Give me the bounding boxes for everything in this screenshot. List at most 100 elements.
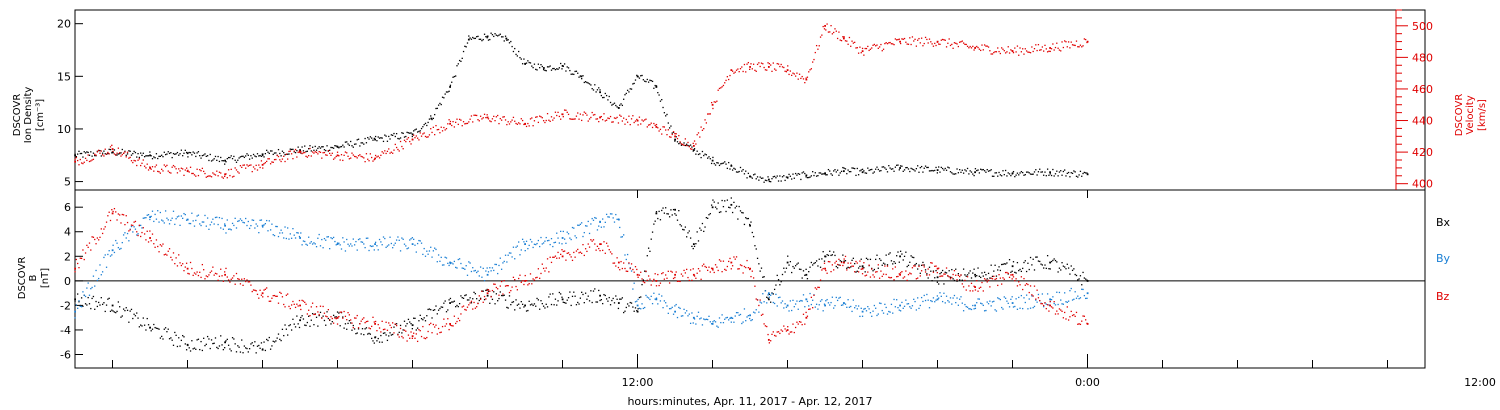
bx-sample [478, 299, 480, 302]
by-sample [466, 274, 469, 276]
by-sample [686, 310, 688, 312]
density-sample [957, 172, 960, 174]
bz-sample [416, 340, 419, 343]
velocity-sample [842, 36, 844, 38]
velocity-point [149, 167, 151, 169]
by-sample [532, 246, 534, 249]
bx-sample [641, 283, 643, 286]
bz-sample [696, 272, 698, 274]
bz-sample [1073, 314, 1075, 316]
bz-sample [813, 294, 815, 296]
bx-sample [163, 328, 165, 330]
bx-sample [770, 301, 772, 303]
velocity-sample [844, 40, 847, 42]
by-sample [620, 236, 622, 238]
by-sample [972, 304, 974, 307]
bx-sample [658, 210, 660, 213]
bx-sample [277, 333, 280, 335]
by-sample [464, 268, 466, 270]
bottom-panel-frame [74, 189, 1426, 369]
by-sample [134, 228, 137, 230]
bx-sample [1056, 261, 1058, 263]
density-sample [928, 170, 931, 172]
density-sample [970, 171, 973, 173]
by-sample [281, 232, 284, 234]
bz-sample [717, 269, 719, 272]
density-tick-label: 15 [57, 70, 71, 83]
velocity-sample [978, 48, 981, 50]
bz-sample [833, 269, 835, 271]
bz-sample [187, 272, 189, 275]
bz-sample [174, 262, 176, 265]
by-sample [234, 217, 236, 220]
legend-bx: Bx [1436, 216, 1451, 229]
velocity-sample [947, 42, 949, 44]
density-sample [231, 157, 234, 160]
bz-sample [77, 262, 79, 265]
by-sample [692, 322, 694, 324]
bx-sample [797, 262, 799, 264]
bx-sample [864, 271, 866, 273]
bz-sample [225, 267, 227, 270]
bx-sample [101, 303, 104, 306]
velocity-sample [122, 152, 125, 154]
by-sample [143, 217, 146, 219]
velocity-sample [1056, 42, 1058, 44]
bx-sample [699, 227, 701, 229]
bx-sample [234, 343, 236, 345]
velocity-sample [814, 51, 816, 54]
density-sample [180, 149, 183, 151]
density-sample [128, 150, 130, 152]
velocity-sample [539, 115, 541, 117]
bx-sample [857, 267, 860, 269]
bx-sample [516, 304, 519, 306]
by-sample [528, 244, 530, 247]
bz-sample [844, 255, 847, 258]
density-sample [552, 67, 554, 70]
bx-sample [1074, 273, 1076, 276]
by-sample [154, 213, 156, 216]
bz-sample [1014, 280, 1016, 282]
density-sample [767, 176, 769, 178]
velocity-sample [565, 109, 567, 111]
bz-sample [689, 269, 692, 271]
by-sample [185, 219, 188, 221]
bx-sample [473, 291, 475, 293]
bz-sample [116, 219, 118, 221]
by-sample [801, 300, 803, 302]
density-sample [158, 155, 160, 158]
bz-sample [389, 324, 391, 326]
velocity-sample [567, 113, 570, 116]
bx-sample [949, 276, 952, 278]
by-sample [524, 249, 526, 252]
by-sample [537, 239, 540, 242]
bx-sample [815, 260, 818, 262]
bx-sample [315, 316, 318, 318]
velocity-sample [976, 45, 978, 48]
b-tick-label: 4 [64, 226, 71, 239]
by-sample [714, 321, 717, 323]
bz-sample [435, 324, 437, 326]
bz-sample [75, 258, 78, 261]
by-sample [468, 261, 470, 263]
velocity-sample [256, 169, 259, 171]
by-sample [237, 220, 239, 223]
bz-sample [718, 259, 721, 261]
velocity-sample [369, 153, 372, 155]
density-sample [981, 169, 983, 171]
bx-sample [591, 301, 593, 304]
by-sample [141, 227, 143, 229]
by-sample [1082, 288, 1084, 291]
velocity-sample [84, 157, 87, 160]
density-sample [902, 170, 904, 172]
density-sample [936, 172, 939, 174]
velocity-sample [745, 71, 747, 73]
bz-sample [533, 279, 536, 281]
bx-sample [369, 333, 372, 335]
density-sample [579, 75, 582, 77]
density-sample [563, 63, 566, 65]
velocity-sample [242, 164, 244, 166]
bz-sample [491, 289, 494, 292]
bz-sample [970, 282, 973, 284]
bz-sample [772, 331, 774, 333]
